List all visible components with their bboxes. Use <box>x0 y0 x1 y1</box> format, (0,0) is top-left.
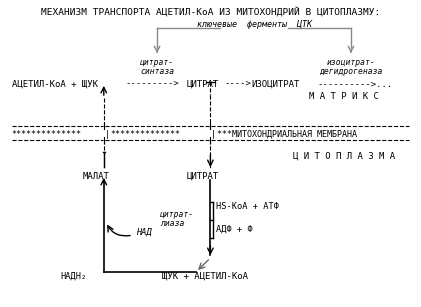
Text: МЕХАНИЗМ ТРАНСПОРТА АЦЕТИЛ-КоА ИЗ МИТОХОНДРИЙ В ЦИТОПЛАЗМУ:: МЕХАНИЗМ ТРАНСПОРТА АЦЕТИЛ-КоА ИЗ МИТОХО… <box>41 7 380 17</box>
Text: дегидрогеназа: дегидрогеназа <box>319 67 383 76</box>
Text: HS-КоА + АТФ: HS-КоА + АТФ <box>216 202 279 211</box>
Text: ***МИТОХОНДРИАЛЬНАЯ МЕМБРАНА: ***МИТОХОНДРИАЛЬНАЯ МЕМБРАНА <box>217 130 357 139</box>
Text: цитрат-: цитрат- <box>140 58 174 67</box>
Text: **************: ************** <box>111 130 181 139</box>
Text: ЦИТРАТ: ЦИТРАТ <box>186 80 218 89</box>
Text: ---------->...: ---------->... <box>317 80 392 89</box>
Text: АДФ + Ф: АДФ + Ф <box>216 225 253 234</box>
Text: МАЛАТ: МАЛАТ <box>83 172 109 181</box>
Text: синтаза: синтаза <box>140 67 174 76</box>
Text: **************: ************** <box>12 130 82 139</box>
Text: НАДН₂: НАДН₂ <box>60 272 86 281</box>
Text: |: | <box>105 130 110 139</box>
Text: ключевые  ферменты  ЦТК: ключевые ферменты ЦТК <box>197 20 312 29</box>
Text: |: | <box>211 130 216 139</box>
Text: ЦИТРАТ: ЦИТРАТ <box>186 172 218 181</box>
Text: АЦЕТИЛ-КоА + ЩУК: АЦЕТИЛ-КоА + ЩУК <box>12 80 98 89</box>
Text: М А Т Р И К С: М А Т Р И К С <box>309 92 379 101</box>
Text: Ц И Т О П Л А З М А: Ц И Т О П Л А З М А <box>293 152 395 161</box>
Text: изоцитрат-: изоцитрат- <box>327 58 375 67</box>
Text: --------->: ---------> <box>125 80 179 89</box>
Text: лиаза: лиаза <box>160 219 184 228</box>
Text: НАД: НАД <box>136 228 152 237</box>
Text: цитрат-: цитрат- <box>160 210 194 219</box>
Text: ---->: ----> <box>224 80 251 89</box>
Text: ИЗОЦИТРАТ: ИЗОЦИТРАТ <box>251 80 299 89</box>
Text: ЩУК + АЦЕТИЛ-КоА: ЩУК + АЦЕТИЛ-КоА <box>162 272 248 281</box>
